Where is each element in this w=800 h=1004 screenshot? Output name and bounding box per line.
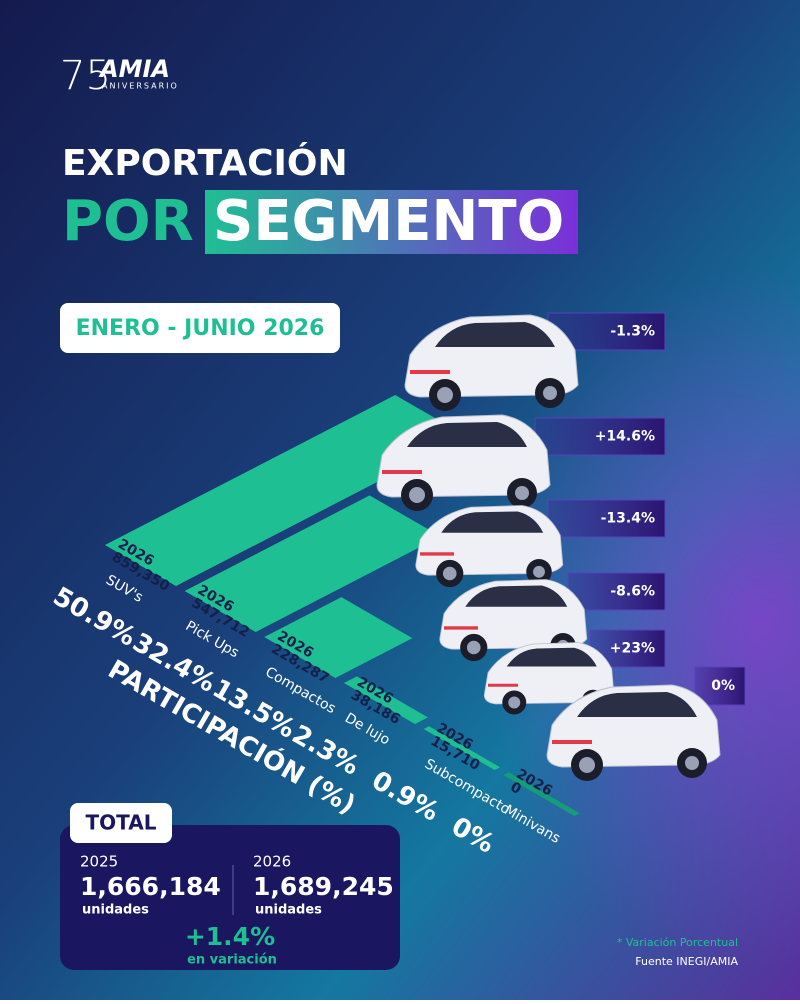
variation-label: -1.3% xyxy=(610,324,655,340)
total-change-label: en variación xyxy=(187,953,277,968)
period: ENERO - JUNIO 2026 xyxy=(76,316,325,341)
car-window xyxy=(465,585,568,607)
car xyxy=(404,314,579,411)
total-value: 1,689,245 xyxy=(253,872,394,901)
variation-label: -8.6% xyxy=(610,584,655,600)
total-label: TOTAL xyxy=(86,811,157,835)
car-hub xyxy=(442,566,457,581)
floor xyxy=(503,772,580,816)
car-light xyxy=(382,470,422,474)
title-segmento: SEGMENTO xyxy=(213,189,564,254)
year: 2025 xyxy=(80,853,118,871)
car-hub xyxy=(543,386,557,400)
logo-name: AMIA xyxy=(98,55,170,83)
total-value: 1,666,184 xyxy=(80,872,221,901)
title-line1: EXPORTACIÓN xyxy=(62,142,348,184)
footnote-note: * Variación Porcentual xyxy=(617,936,738,949)
logo-sub: ANIVERSARIO xyxy=(102,82,179,91)
car-light xyxy=(552,740,592,744)
car-hub xyxy=(466,640,481,655)
car-hub xyxy=(409,487,425,503)
total-change: +1.4% xyxy=(185,922,275,951)
car-light xyxy=(420,552,454,556)
car-light xyxy=(444,626,478,630)
car-hub xyxy=(579,757,595,773)
car-window xyxy=(435,322,555,347)
variation-label: -13.4% xyxy=(601,511,655,527)
car-window xyxy=(577,692,697,717)
total-pill xyxy=(70,803,172,843)
variation-box xyxy=(694,666,746,706)
variation-label: +14.6% xyxy=(595,429,655,445)
bar xyxy=(184,495,441,632)
car xyxy=(439,579,588,662)
year: 2026 xyxy=(253,853,291,871)
bar xyxy=(344,676,428,724)
bar xyxy=(423,726,501,770)
car-hub xyxy=(437,387,453,403)
car xyxy=(376,414,551,511)
car-hub xyxy=(685,756,699,770)
car-hub xyxy=(515,486,529,500)
car-window xyxy=(506,647,597,667)
bar xyxy=(105,395,467,586)
car-window xyxy=(407,422,527,447)
car xyxy=(546,684,721,781)
unit: unidades xyxy=(255,903,322,918)
total-box xyxy=(60,825,400,970)
car-light xyxy=(488,683,518,687)
variation-label: +23% xyxy=(610,641,655,657)
variation-label: 0% xyxy=(711,678,735,694)
bar xyxy=(264,597,413,678)
footnote-source: Fuente INEGI/AMIA xyxy=(635,955,738,968)
car-hub xyxy=(533,565,545,578)
period-pill xyxy=(60,303,340,353)
car-hub xyxy=(508,696,521,709)
unit: unidades xyxy=(82,903,149,918)
title-por: POR xyxy=(62,189,194,254)
logo-number: 75 xyxy=(60,53,111,99)
car xyxy=(483,642,615,715)
car xyxy=(415,505,564,588)
car-light xyxy=(410,370,450,374)
car-window xyxy=(441,511,544,533)
title-highlight xyxy=(205,190,578,254)
